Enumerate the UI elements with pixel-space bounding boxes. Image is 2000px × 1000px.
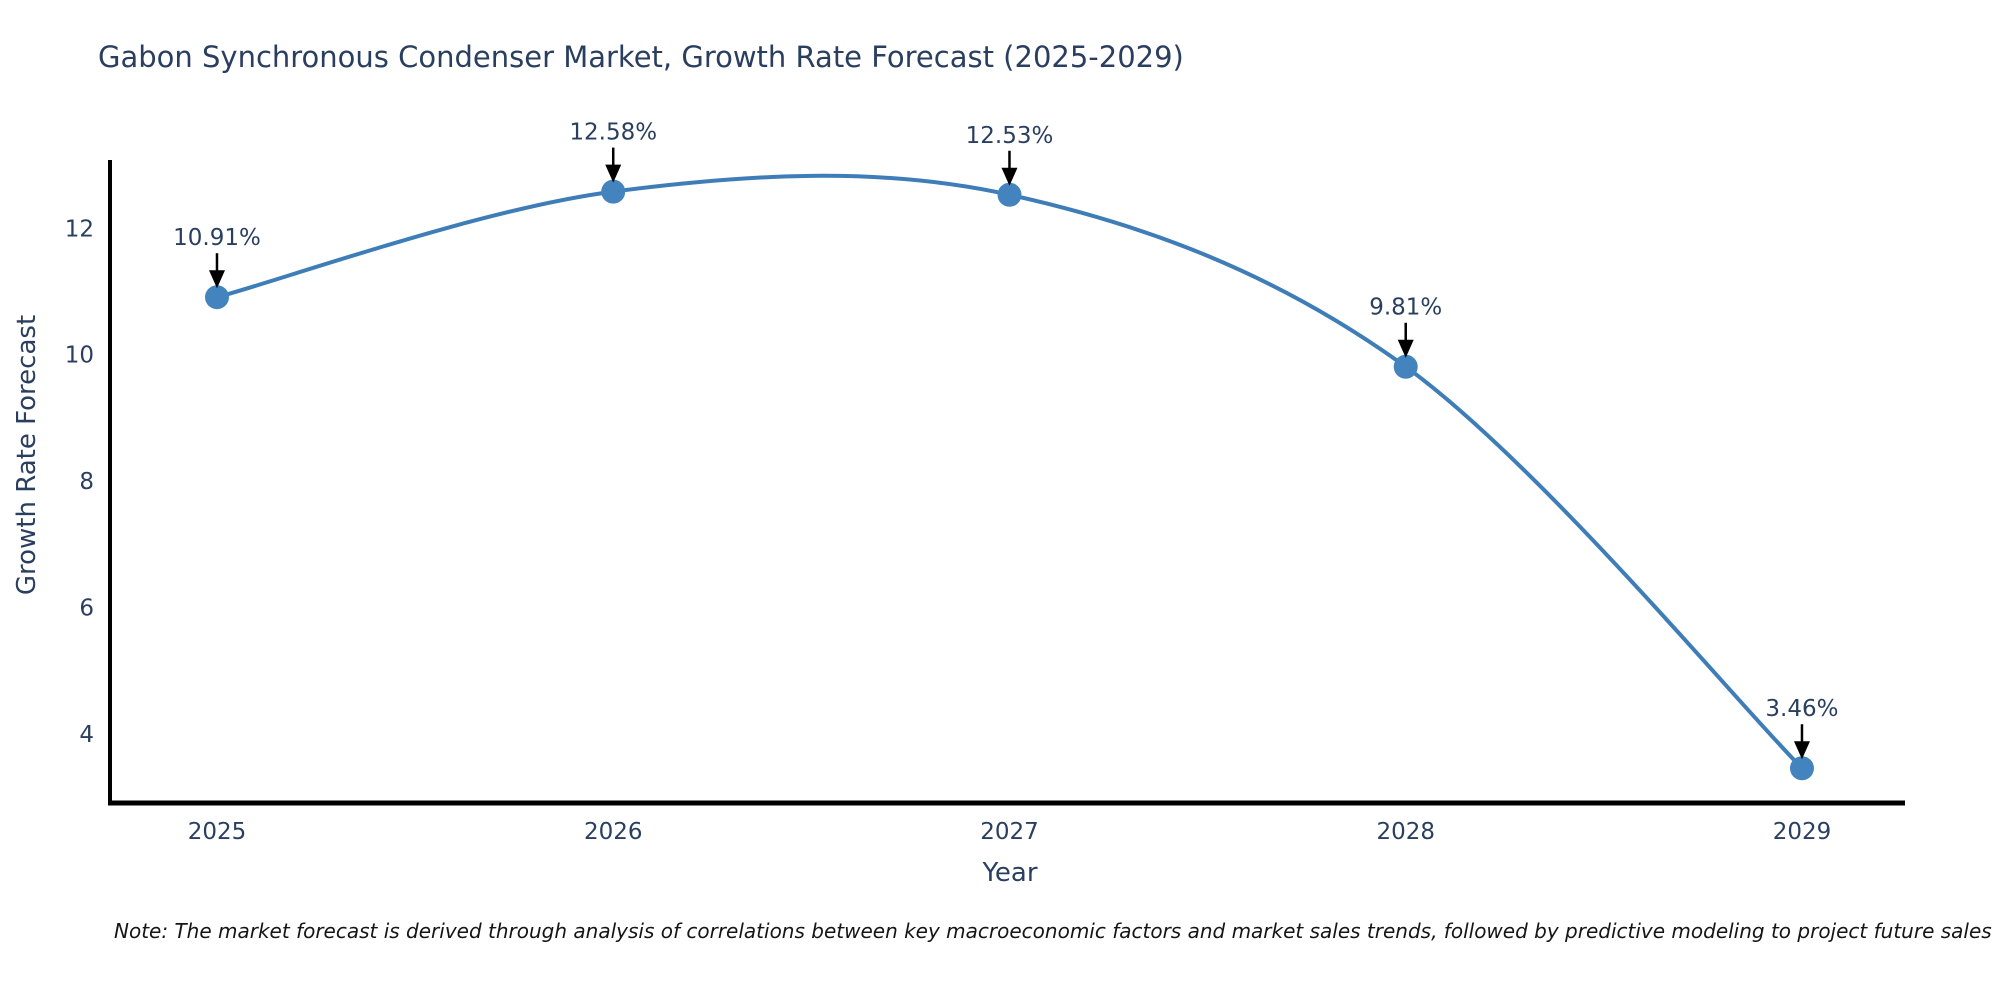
point-label: 9.81% [1369,295,1442,321]
line-series [214,173,1804,771]
data-point-marker[interactable] [997,182,1022,207]
point-label: 3.46% [1765,696,1838,722]
x-tick-label: 2029 [1773,819,1832,845]
point-label: 12.58% [569,120,657,146]
data-point-marker[interactable] [1789,756,1814,781]
x-axis-title: Year [982,858,1038,888]
x-tick-label: 2025 [188,819,247,845]
point-label: 12.53% [966,123,1054,149]
y-tick-label: 4 [79,722,94,748]
y-tick-label: 10 [65,343,94,369]
annotation-arrow-head-icon [1397,339,1414,358]
point-label: 10.91% [173,225,261,251]
x-tick-label: 2028 [1376,819,1435,845]
chart-title: Gabon Synchronous Condenser Market, Grow… [98,40,1184,74]
annotation-arrow-head-icon [1793,741,1810,760]
data-point-marker[interactable] [601,179,626,204]
y-tick-label: 6 [79,596,94,622]
annotation-arrow-head-icon [605,164,622,183]
data-point-marker[interactable] [204,285,229,310]
x-tick-label: 2027 [980,819,1039,845]
annotation-arrow-head-icon [1001,167,1018,186]
y-tick-label: 12 [65,216,94,242]
x-tick-label: 2026 [584,819,643,845]
footnote: Note: The market forecast is derived thr… [114,919,1992,943]
y-tick-label: 8 [79,469,94,495]
annotation-arrow-head-icon [208,270,225,289]
data-point-marker[interactable] [1393,354,1418,379]
